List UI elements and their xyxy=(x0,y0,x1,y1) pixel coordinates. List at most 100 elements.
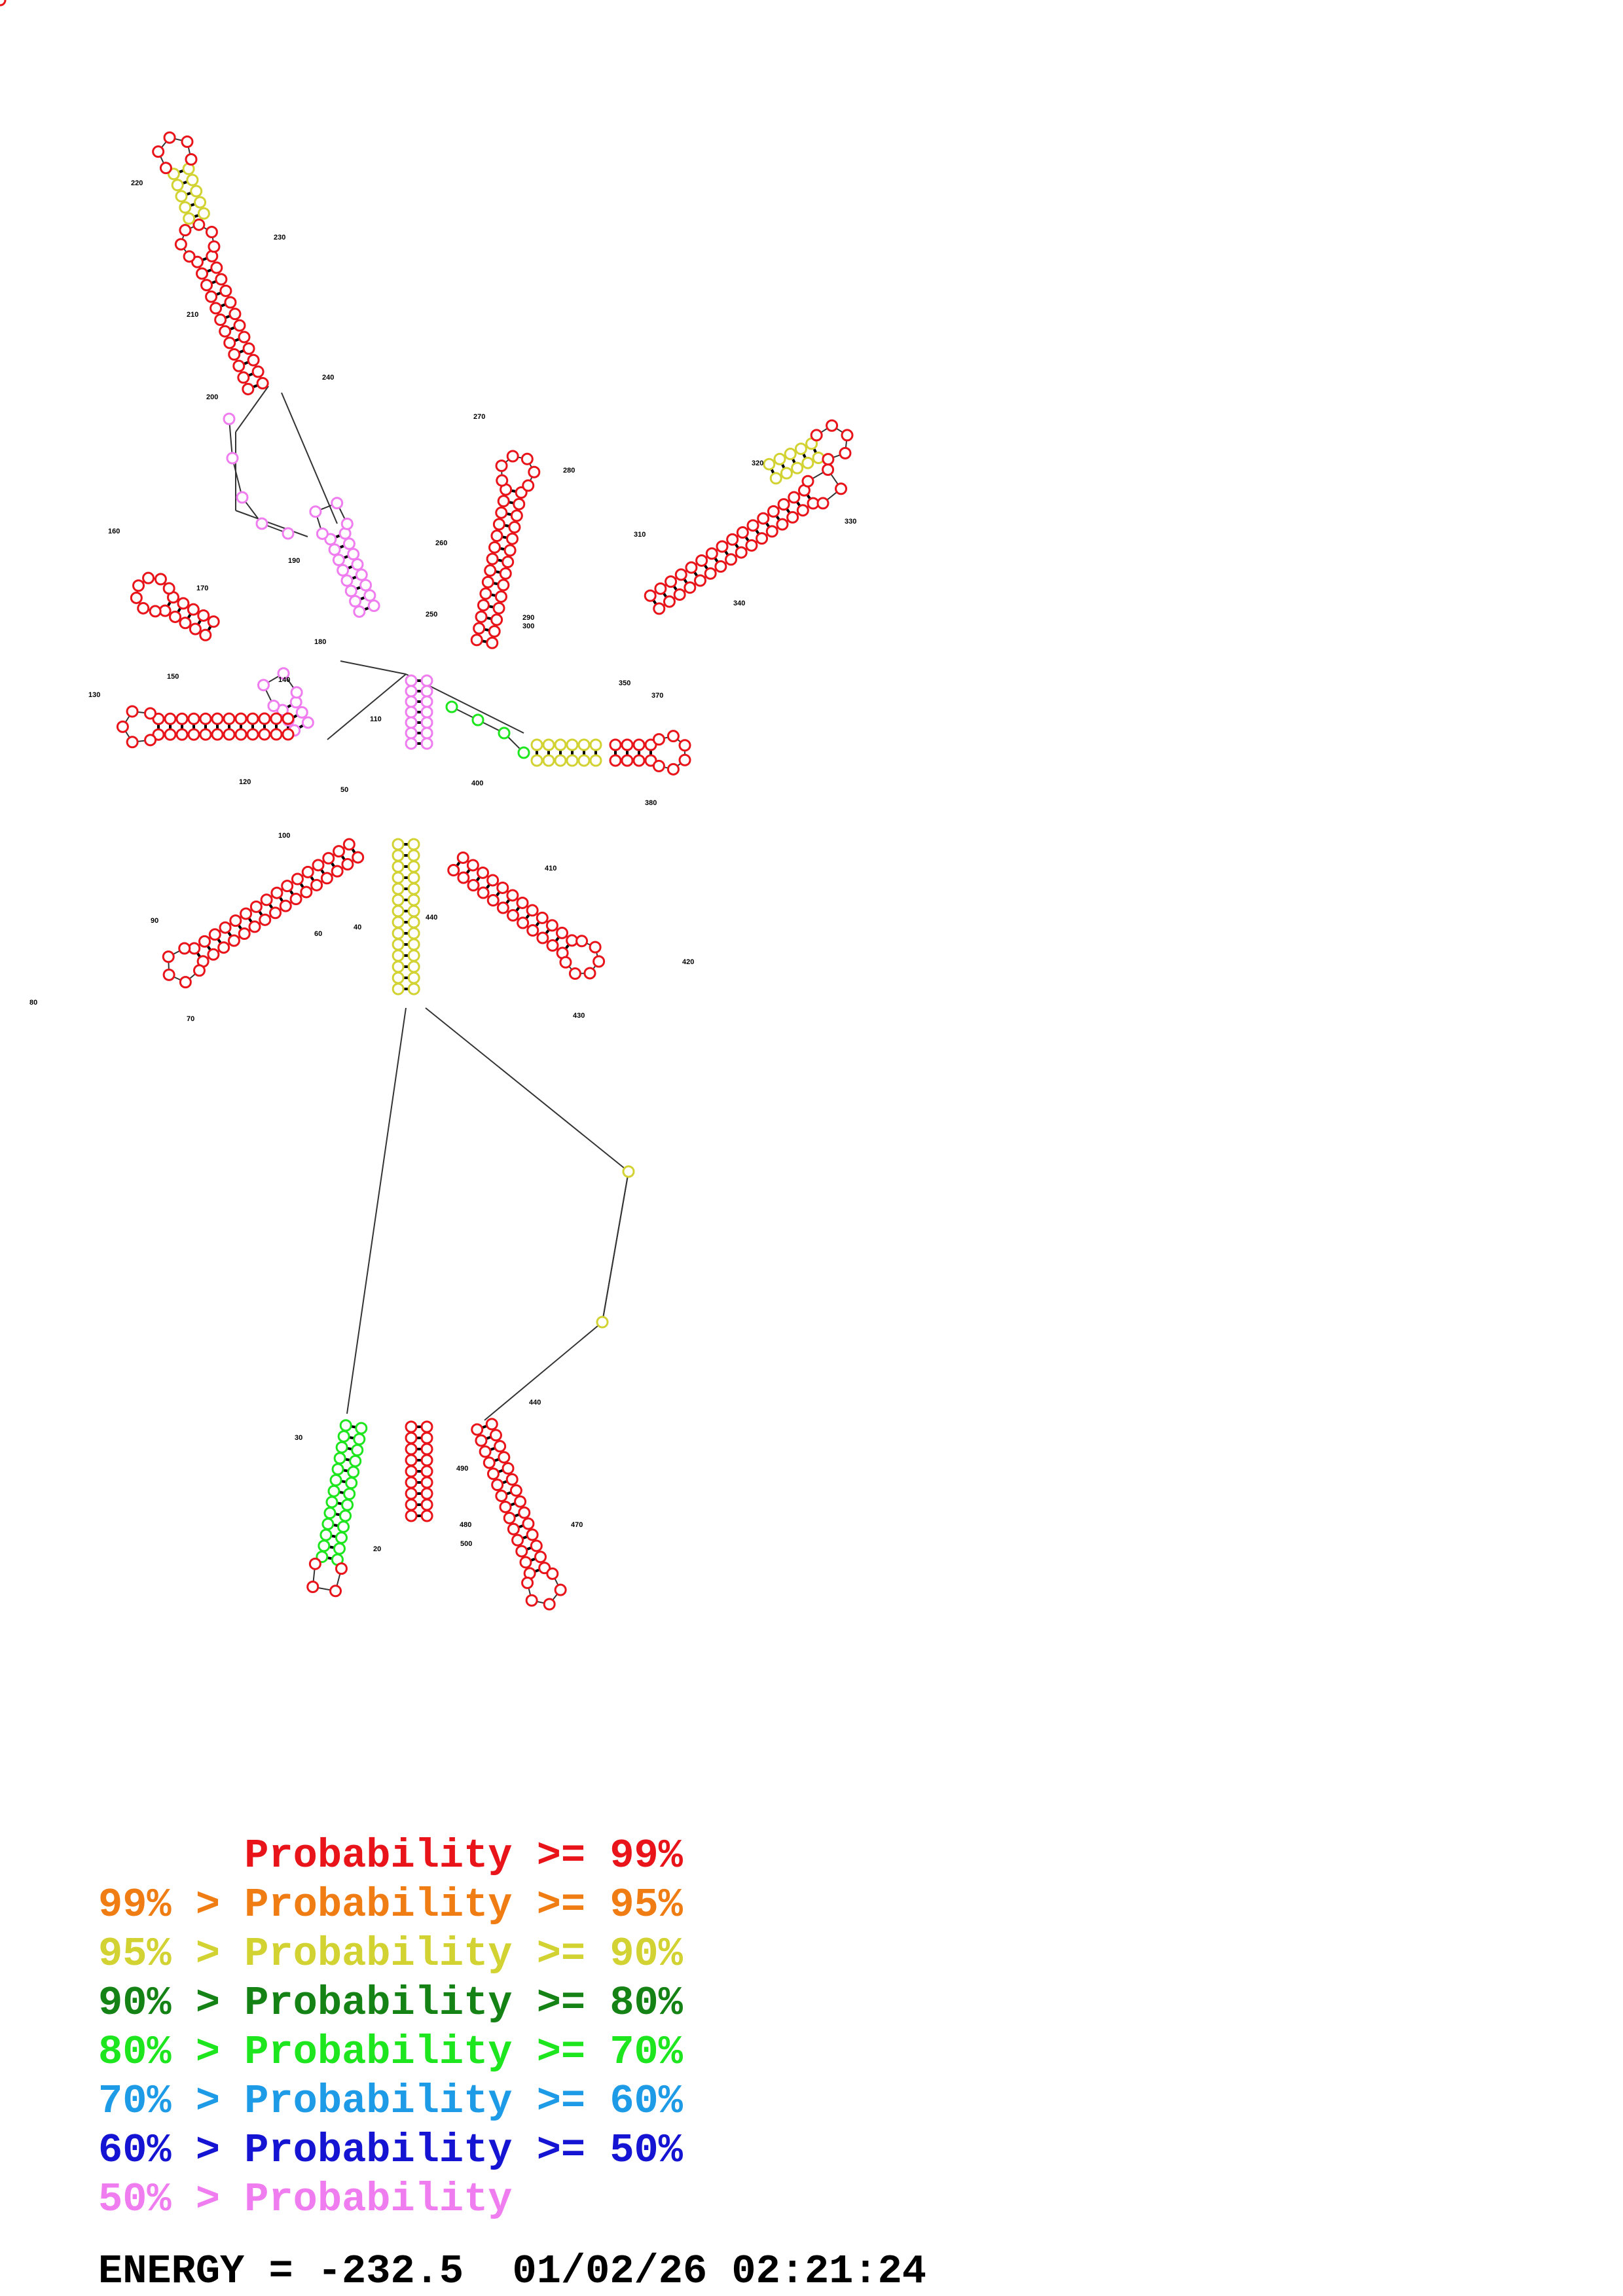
nucleotide xyxy=(175,728,189,741)
nucleotide xyxy=(255,517,268,530)
nucleotide xyxy=(341,1498,354,1511)
nucleotide xyxy=(589,941,602,954)
nucleotide xyxy=(199,728,212,741)
position-labels: 20 30 40 50 60 70 80 90 100 110 120 130 140 150 160 170… xyxy=(29,179,856,1553)
nucleotide xyxy=(494,590,507,603)
nucleotide xyxy=(162,950,175,963)
nucleotide xyxy=(554,738,567,751)
nucleotide xyxy=(407,916,420,929)
nucleotide xyxy=(353,605,366,618)
nucleotide xyxy=(258,712,271,725)
position-label: 500 xyxy=(460,1540,472,1548)
nucleotide xyxy=(194,196,207,209)
nucleotide xyxy=(492,518,505,531)
nucleotide xyxy=(337,564,350,577)
nucleotide xyxy=(290,686,303,699)
nucleotide xyxy=(490,529,503,543)
nucleotide xyxy=(609,754,622,767)
nucleotide xyxy=(420,1454,433,1467)
nucleotide xyxy=(407,971,420,984)
position-label: 60 xyxy=(314,930,322,938)
nucleotide xyxy=(270,712,283,725)
nucleotide xyxy=(520,452,534,465)
nucleotide xyxy=(392,905,405,918)
nucleotide xyxy=(736,526,749,539)
nucleotide xyxy=(489,1429,502,1442)
nucleotide xyxy=(515,1545,528,1558)
nucleotide xyxy=(179,201,192,214)
nucleotide xyxy=(526,1528,539,1541)
nucleotide xyxy=(405,737,418,750)
nucleotide xyxy=(447,864,460,877)
nucleotide xyxy=(407,949,420,962)
nucleotide xyxy=(337,1430,350,1443)
nucleotide xyxy=(319,1528,333,1541)
position-label: 480 xyxy=(460,1521,471,1529)
nucleotide xyxy=(498,1451,511,1464)
nucleotide xyxy=(126,705,139,718)
legend-threshold: 95% > xyxy=(98,1931,245,1977)
legend-row: 99% > Probability >= 95% xyxy=(98,1885,683,1926)
nucleotide xyxy=(228,308,242,321)
nucleotide xyxy=(530,1539,543,1552)
nucleotide xyxy=(335,1531,348,1544)
position-label: 30 xyxy=(295,1434,302,1442)
nucleotide xyxy=(130,591,143,604)
nucleotide xyxy=(332,553,345,566)
nucleotide xyxy=(405,1431,418,1444)
position-label: 180 xyxy=(314,638,326,646)
position-label: 420 xyxy=(682,958,694,966)
nucleotide xyxy=(219,284,232,297)
nucleotide xyxy=(407,860,420,873)
nucleotide xyxy=(257,679,270,692)
nucleotide xyxy=(695,554,708,567)
nucleotide xyxy=(475,1434,488,1447)
nucleotide xyxy=(282,712,295,725)
nucleotide xyxy=(327,1484,340,1498)
nucleotide xyxy=(205,225,218,238)
nucleotide xyxy=(497,579,510,592)
legend-label: Probability >= 50% xyxy=(244,2127,683,2174)
nucleotide xyxy=(174,238,187,251)
nucleotide xyxy=(483,1456,496,1469)
nucleotide xyxy=(337,1520,350,1534)
position-label: 250 xyxy=(426,611,437,619)
nucleotide xyxy=(405,695,418,708)
nucleotide xyxy=(281,880,294,893)
nucleotide xyxy=(322,852,335,865)
nucleotide xyxy=(192,218,206,231)
nucleotide xyxy=(622,1165,635,1178)
nucleotide xyxy=(219,325,232,338)
nucleotide xyxy=(342,838,356,851)
nucleotide xyxy=(791,461,804,475)
nucleotide xyxy=(217,941,230,954)
position-label: 230 xyxy=(274,234,285,242)
position-label: 150 xyxy=(167,673,179,681)
position-label: 50 xyxy=(340,786,348,794)
nucleotide xyxy=(705,547,718,560)
nucleotide xyxy=(328,543,341,556)
nucleotide xyxy=(187,603,200,616)
nucleotide xyxy=(526,904,539,917)
nucleotide xyxy=(301,716,314,729)
nucleotide xyxy=(192,964,206,977)
nucleotide xyxy=(234,712,247,725)
nucleotide xyxy=(477,599,490,612)
nucleotide xyxy=(505,1473,519,1486)
nucleotide xyxy=(746,519,759,532)
nucleotide xyxy=(420,1420,433,1433)
nucleotide xyxy=(554,754,567,767)
backbone-segment xyxy=(346,1007,407,1414)
nucleotide xyxy=(211,712,224,725)
nucleotide xyxy=(420,726,433,740)
nucleotide xyxy=(509,1484,522,1497)
nucleotide xyxy=(767,505,780,518)
nucleotide xyxy=(514,1495,527,1508)
nucleotide xyxy=(363,589,376,602)
nucleotide xyxy=(270,886,283,899)
nucleotide xyxy=(339,1509,352,1522)
position-label: 490 xyxy=(456,1465,468,1473)
nucleotide xyxy=(507,1522,520,1535)
nucleotide xyxy=(224,296,237,309)
nucleotide xyxy=(481,575,494,588)
